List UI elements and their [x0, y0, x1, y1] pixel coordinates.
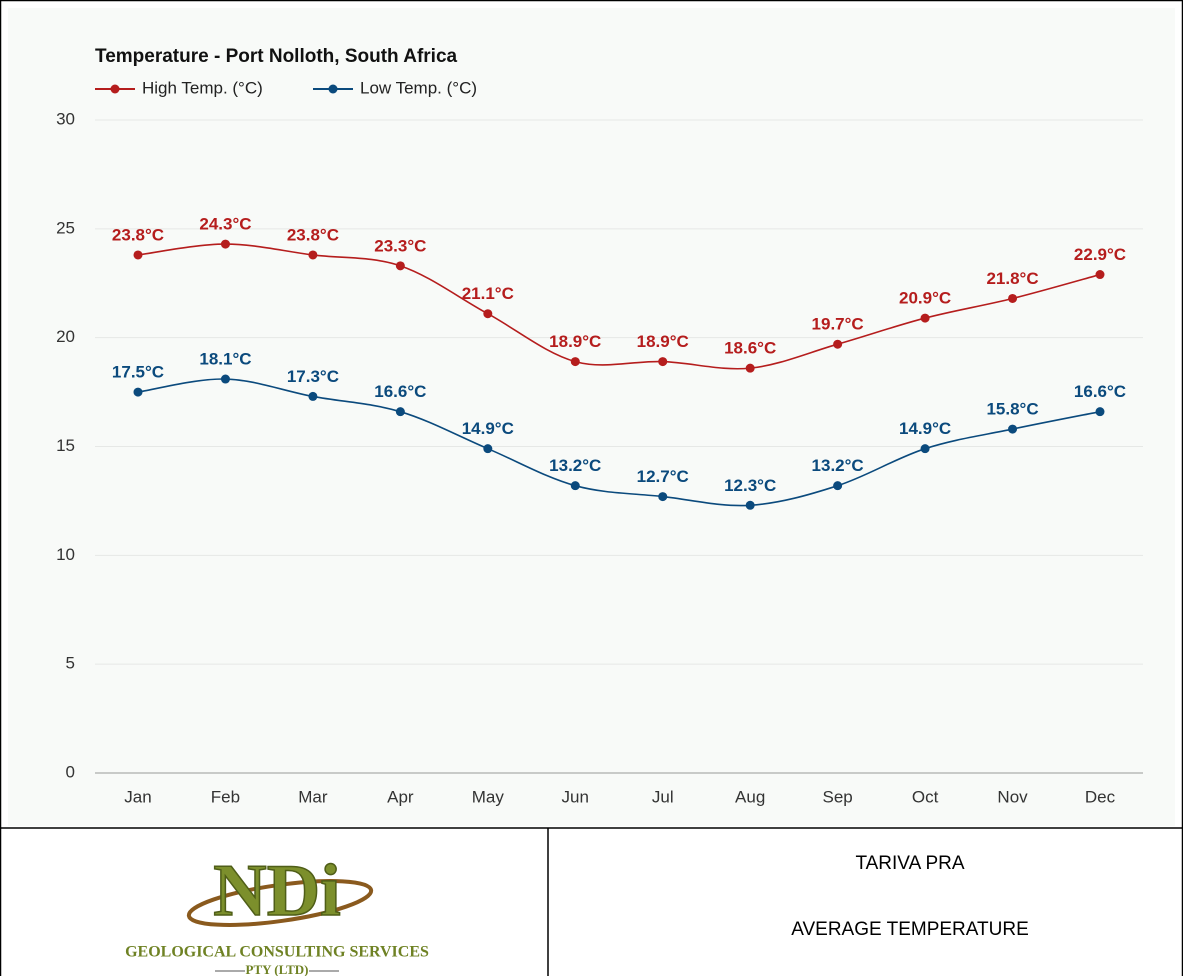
series-line: [137, 243, 1101, 370]
data-label: 17.5°C: [112, 363, 164, 382]
chart-background: [8, 8, 1175, 826]
data-point: [1095, 407, 1105, 417]
data-point: [920, 313, 930, 323]
data-point: [833, 339, 843, 349]
y-tick-label: 30: [56, 109, 75, 128]
legend-label: High Temp. (°C): [142, 78, 263, 97]
x-tick-label: Apr: [387, 787, 414, 806]
data-point: [1008, 293, 1018, 303]
data-label: 13.2°C: [812, 456, 864, 475]
data-label: 23.8°C: [287, 225, 339, 244]
data-label: 16.6°C: [374, 382, 426, 401]
data-label: 18.6°C: [724, 339, 776, 358]
data-point: [220, 374, 230, 384]
y-tick-label: 0: [66, 762, 75, 781]
data-point: [658, 357, 668, 367]
y-tick-label: 15: [56, 436, 75, 455]
data-label: 19.7°C: [812, 315, 864, 334]
data-label: 14.9°C: [462, 419, 514, 438]
data-point: [1008, 424, 1018, 434]
logo-text: GEOLOGICAL CONSULTING SERVICES: [125, 944, 429, 961]
data-point: [570, 357, 580, 367]
data-point: [395, 261, 405, 271]
subject: AVERAGE TEMPERATURE: [791, 919, 1029, 940]
series-line: [137, 378, 1101, 507]
chart: Temperature - Port Nolloth, South Africa…: [56, 46, 1143, 806]
data-label: 14.9°C: [899, 419, 951, 438]
data-point: [483, 444, 493, 454]
data-point: [920, 444, 930, 454]
data-point: [833, 481, 843, 491]
data-point: [570, 481, 580, 491]
x-tick-label: Sep: [823, 787, 853, 806]
data-label: 12.7°C: [637, 467, 689, 486]
x-tick-label: Jul: [652, 787, 674, 806]
x-tick-label: Oct: [912, 787, 939, 806]
data-label: 15.8°C: [986, 400, 1038, 419]
data-point: [220, 239, 230, 249]
data-label: 23.8°C: [112, 225, 164, 244]
data-point: [133, 250, 143, 260]
data-label: 17.3°C: [287, 367, 339, 386]
data-point: [658, 492, 668, 502]
logo-sub: PTY (LTD): [246, 962, 309, 976]
project-name: TARIVA PRA: [855, 853, 964, 874]
y-tick-label: 5: [66, 654, 75, 673]
data-label: 24.3°C: [199, 215, 251, 234]
y-tick-label: 25: [56, 218, 75, 237]
data-label: 18.9°C: [637, 332, 689, 351]
data-label: 13.2°C: [549, 456, 601, 475]
logo-swoosh: [186, 879, 374, 927]
data-label: 18.9°C: [549, 332, 601, 351]
y-tick-label: 20: [56, 327, 75, 346]
data-point: [745, 363, 755, 373]
data-label: 18.1°C: [199, 350, 251, 369]
logo-mark: NDi: [213, 850, 340, 932]
data-point: [483, 309, 493, 319]
x-tick-label: Nov: [997, 787, 1028, 806]
data-label: 22.9°C: [1074, 245, 1126, 264]
x-tick-label: Feb: [211, 787, 240, 806]
data-label: 16.6°C: [1074, 382, 1126, 401]
x-tick-label: Jan: [124, 787, 151, 806]
chart-title: Temperature - Port Nolloth, South Africa: [95, 46, 458, 67]
logo: NDi GEOLOGICAL CONSULTING SERVICES PTY (…: [125, 849, 429, 976]
x-tick-label: Mar: [298, 787, 328, 806]
y-tick-label: 10: [56, 545, 75, 564]
data-label: 20.9°C: [899, 289, 951, 308]
x-tick-label: Aug: [735, 787, 765, 806]
x-tick-label: Dec: [1085, 787, 1116, 806]
data-label: 23.3°C: [374, 236, 426, 255]
data-point: [308, 250, 318, 260]
data-label: 21.8°C: [986, 269, 1038, 288]
data-point: [745, 500, 755, 510]
legend-marker: [110, 84, 120, 94]
data-label: 21.1°C: [462, 284, 514, 303]
legend-label: Low Temp. (°C): [360, 78, 477, 97]
data-label: 12.3°C: [724, 476, 776, 495]
data-point: [1095, 270, 1105, 280]
data-point: [308, 391, 318, 401]
data-point: [133, 387, 143, 397]
x-tick-label: Jun: [562, 787, 589, 806]
data-point: [395, 407, 405, 417]
x-tick-label: May: [472, 787, 505, 806]
legend-marker: [328, 84, 338, 94]
